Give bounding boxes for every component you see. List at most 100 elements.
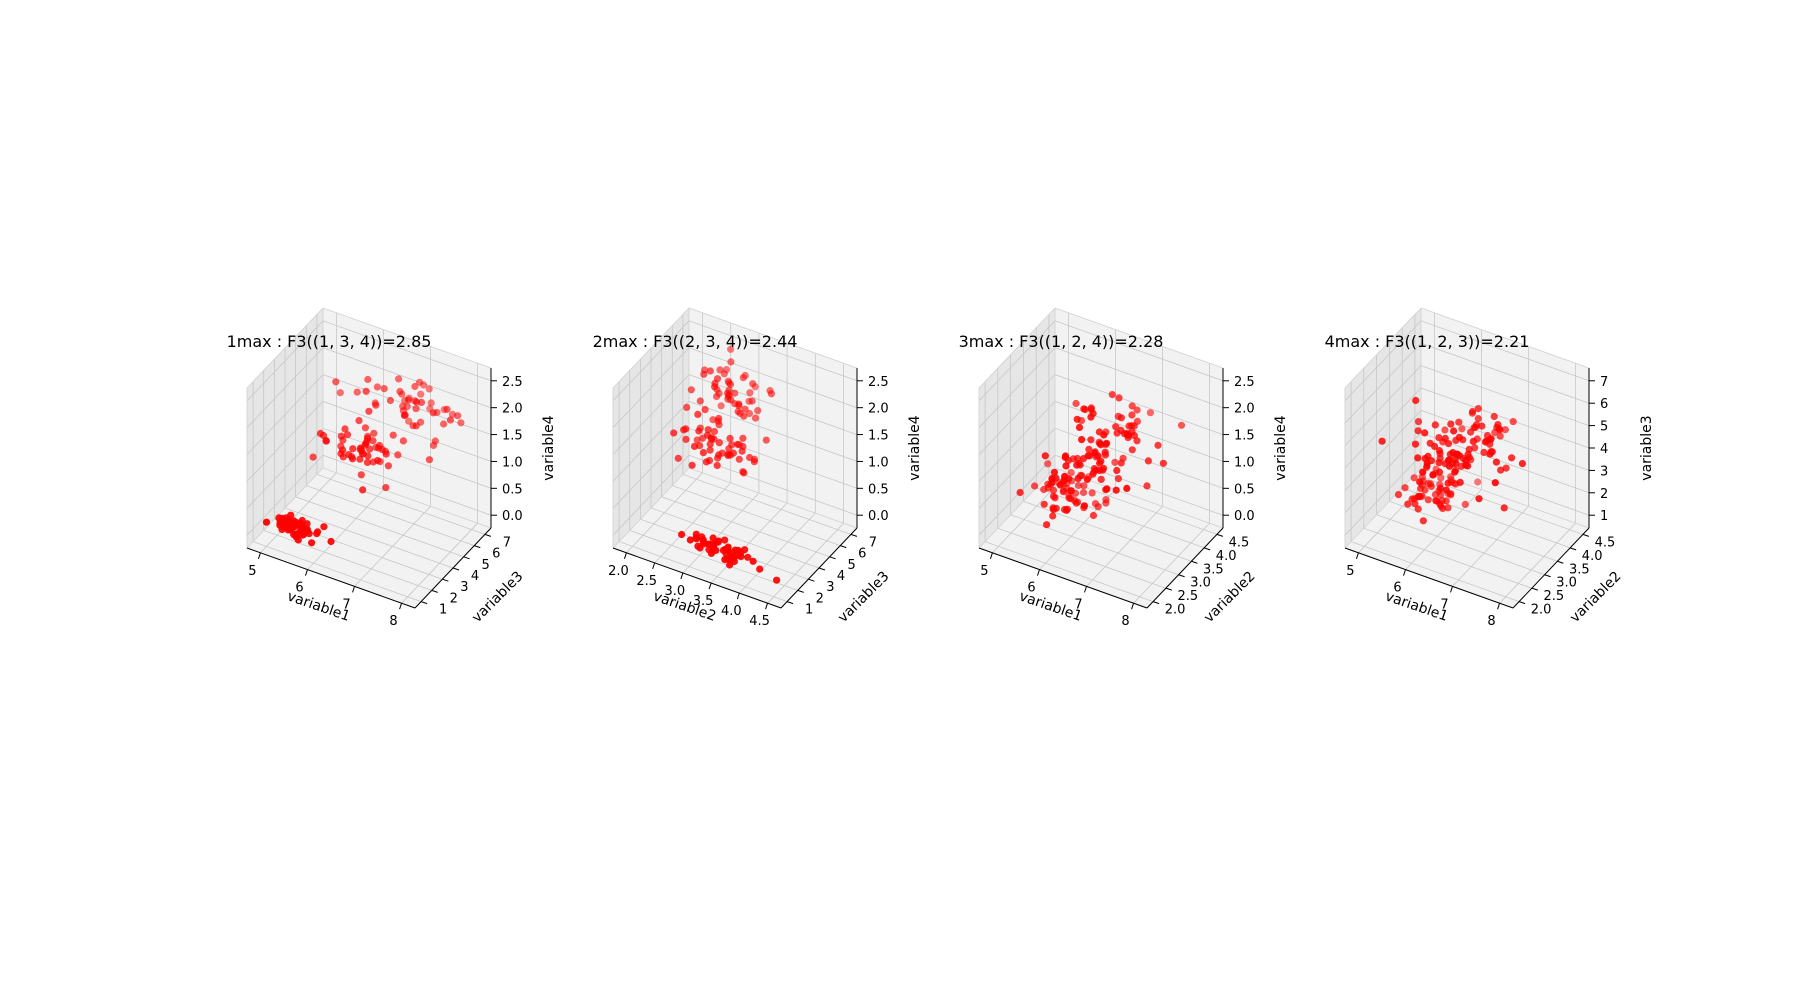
data-point: [721, 556, 729, 564]
y-tick-label: 4.0: [1582, 549, 1603, 564]
data-point: [454, 412, 462, 420]
y-tick: [1191, 560, 1198, 564]
data-point: [320, 523, 328, 531]
y-tick-label: 4.5: [1595, 535, 1616, 550]
data-point: [1450, 427, 1458, 435]
data-point: [417, 390, 425, 398]
data-point: [678, 530, 686, 539]
y-tick-label: 5: [481, 558, 489, 573]
chart-title: 3max : F3((1, 2, 4))=2.28: [959, 332, 1164, 351]
data-point: [1439, 504, 1447, 512]
data-point: [1128, 402, 1136, 410]
data-point: [1128, 446, 1136, 454]
x-axis-line: [1344, 547, 1514, 609]
data-point: [740, 412, 748, 420]
x-tick: [708, 582, 712, 590]
data-point: [1474, 478, 1482, 486]
pane-edge: [978, 467, 1056, 549]
data-point: [726, 380, 735, 388]
data-point: [343, 431, 352, 439]
data-point: [734, 407, 742, 416]
data-point: [1031, 482, 1039, 490]
data-point: [1414, 427, 1422, 435]
data-point: [1117, 414, 1125, 422]
y-tick: [1544, 574, 1551, 578]
y-tick: [1165, 587, 1173, 591]
y-tick: [452, 567, 460, 571]
data-point: [1061, 452, 1070, 460]
y-tick-label: 3.0: [1556, 576, 1577, 591]
data-point: [440, 420, 448, 428]
data-point: [337, 432, 345, 440]
y-tick-label: 3: [460, 580, 468, 595]
data-point: [322, 437, 330, 445]
z-tick-label: 1.0: [868, 455, 889, 470]
data-point: [308, 539, 316, 547]
data-point: [1111, 458, 1119, 466]
data-point: [727, 345, 735, 353]
data-point: [730, 554, 738, 562]
chart-title: 4max : F3((1, 2, 3))=2.21: [1325, 332, 1530, 351]
z-tick-label: 1.5: [868, 429, 889, 444]
data-point: [1154, 441, 1162, 449]
data-point: [1087, 436, 1095, 444]
pane-edge: [1054, 307, 1224, 369]
data-point: [1378, 437, 1386, 445]
data-point: [1117, 426, 1125, 434]
data-point: [396, 387, 404, 396]
x-tick: [652, 562, 656, 570]
data-point: [425, 456, 433, 464]
data-point: [1518, 460, 1526, 468]
data-point: [399, 437, 407, 445]
z-tick-label: 5: [1600, 420, 1608, 435]
data-point: [687, 386, 695, 394]
data-point: [373, 383, 381, 391]
data-point: [1115, 394, 1123, 402]
data-point: [356, 455, 364, 463]
data-point: [711, 383, 719, 391]
data-point: [1049, 505, 1058, 514]
data-point: [1080, 502, 1088, 510]
x-tick: [399, 603, 403, 610]
data-point: [694, 542, 702, 550]
data-point: [1445, 456, 1453, 464]
y-tick-label: 7: [869, 535, 877, 550]
data-point: [411, 397, 419, 405]
data-point: [705, 540, 713, 548]
data-point: [696, 397, 704, 405]
data-point: [1494, 421, 1502, 429]
data-point: [416, 378, 424, 386]
y-tick: [797, 589, 804, 593]
data-point: [1481, 438, 1490, 446]
data-point: [1497, 466, 1505, 474]
y-tick-label: 5: [847, 558, 855, 573]
data-point: [1128, 411, 1136, 419]
x-tick-label: 3.0: [665, 584, 686, 599]
data-point: [683, 403, 691, 411]
data-point: [1469, 437, 1477, 445]
y-tick: [1518, 601, 1526, 605]
data-point: [722, 545, 730, 554]
data-point: [1075, 423, 1084, 431]
data-point: [1159, 459, 1167, 467]
data-point: [1437, 491, 1445, 499]
data-point: [739, 468, 747, 476]
data-point: [1101, 448, 1109, 456]
data-point: [1444, 440, 1453, 448]
data-point: [773, 576, 781, 584]
data-point: [276, 521, 284, 529]
data-point: [1094, 452, 1102, 460]
data-point: [706, 446, 714, 454]
data-point: [690, 442, 699, 450]
data-point: [1429, 471, 1437, 479]
data-point: [275, 514, 283, 522]
data-point: [1043, 521, 1051, 529]
data-point: [699, 449, 708, 457]
data-point: [1103, 439, 1111, 447]
x-tick: [1037, 569, 1040, 576]
data-point: [332, 378, 340, 386]
data-point: [362, 440, 370, 448]
pane-edge: [688, 467, 858, 529]
